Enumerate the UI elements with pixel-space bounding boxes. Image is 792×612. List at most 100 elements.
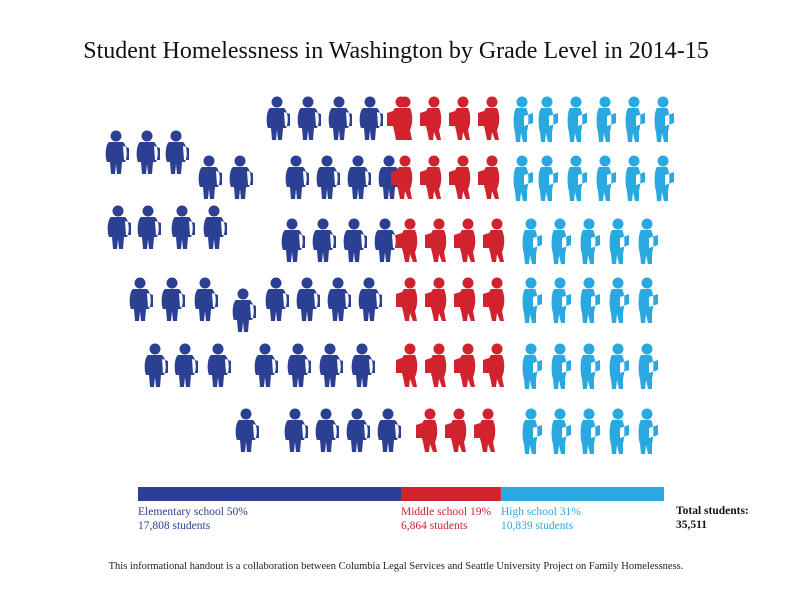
student-icon-elementary — [327, 277, 351, 321]
student-icon-middle — [391, 155, 413, 199]
label-elementary-count: 17,808 students — [138, 520, 211, 532]
student-icon-middle — [425, 277, 447, 321]
student-icon-elementary — [347, 155, 371, 199]
student-icon-high — [654, 155, 674, 201]
student-icon-high — [522, 408, 542, 454]
student-icon-elementary — [198, 155, 222, 199]
student-icon-middle — [454, 218, 476, 262]
label-middle: Middle school 19% 6,864 students — [401, 505, 491, 533]
student-icon-middle — [474, 408, 496, 452]
student-icon-high — [580, 408, 600, 454]
student-icon-elementary — [174, 343, 198, 387]
student-icon-elementary — [319, 343, 343, 387]
student-icon-middle — [416, 408, 438, 452]
student-icon-elementary — [287, 343, 311, 387]
student-icon-middle — [449, 155, 471, 199]
student-icon-high — [580, 343, 600, 389]
student-icon-high — [538, 96, 558, 142]
student-icon-middle — [483, 218, 505, 262]
student-icon-high — [609, 218, 629, 264]
student-icon-elementary — [203, 205, 227, 249]
student-icon-high — [638, 408, 658, 454]
student-icon-elementary — [266, 96, 290, 140]
student-icon-elementary — [315, 408, 339, 452]
student-icon-high — [609, 408, 629, 454]
student-icon-middle — [454, 343, 476, 387]
student-icon-high — [551, 218, 571, 264]
student-icon-map — [105, 96, 674, 454]
student-icon-elementary — [129, 277, 153, 321]
student-icon-high — [625, 155, 645, 201]
student-icon-high — [522, 343, 542, 389]
label-elementary-percent: Elementary school 50% — [138, 506, 248, 518]
bar-segment-middle-school — [401, 487, 501, 501]
student-icon-middle — [420, 155, 442, 199]
student-icon-elementary — [284, 408, 308, 452]
student-icon-high — [551, 408, 571, 454]
student-icon-elementary — [281, 218, 305, 262]
student-icon-middle — [483, 277, 505, 321]
total-students-label: Total students: — [676, 505, 749, 517]
student-icon-high — [638, 343, 658, 389]
student-icon-elementary — [328, 96, 352, 140]
student-icon-elementary — [165, 130, 189, 174]
student-icon-elementary — [343, 218, 367, 262]
student-icon-elementary — [144, 343, 168, 387]
student-icon-high — [538, 155, 558, 201]
student-icon-elementary — [297, 96, 321, 140]
label-high-percent: High school 31% — [500, 506, 581, 518]
label-high-count: 10,839 students — [500, 520, 574, 532]
label-middle-count: 6,864 students — [401, 520, 468, 532]
student-icon-elementary — [105, 130, 129, 174]
student-icon-high — [609, 277, 629, 323]
student-icon-elementary — [107, 205, 131, 249]
student-icon-high — [638, 218, 658, 264]
student-icon-elementary — [235, 408, 259, 452]
bar-segment-high-school — [500, 487, 664, 501]
total-students-value: 35,511 — [676, 519, 707, 531]
total-students: Total students: 35,511 — [676, 504, 749, 532]
footer-note: This informational handout is a collabor… — [108, 561, 684, 572]
label-middle-percent: Middle school 19% — [401, 506, 492, 518]
student-icon-elementary — [312, 218, 336, 262]
chart-title: Student Homelessness in Washington by Gr… — [83, 38, 709, 64]
student-icon-high — [625, 96, 645, 142]
student-icon-high — [654, 96, 674, 142]
student-icon-high — [551, 277, 571, 323]
student-icon-high — [513, 96, 533, 142]
bar-segment-elementary-school — [138, 487, 401, 501]
student-icon-middle — [425, 343, 447, 387]
student-icon-elementary — [346, 408, 370, 452]
student-icon-elementary — [377, 408, 401, 452]
student-icon-elementary — [359, 96, 383, 140]
student-icon-high — [522, 218, 542, 264]
student-icon-high — [567, 96, 587, 142]
student-icon-middle — [445, 408, 467, 452]
student-icon-elementary — [194, 277, 218, 321]
student-icon-high — [513, 155, 533, 201]
student-icon-elementary — [374, 218, 398, 262]
student-icon-elementary — [137, 205, 161, 249]
student-icon-middle — [483, 343, 505, 387]
student-icon-high — [596, 155, 616, 201]
student-icon-middle — [396, 277, 418, 321]
student-icon-elementary — [254, 343, 278, 387]
student-icon-high — [522, 277, 542, 323]
student-icon-high — [596, 96, 616, 142]
student-icon-elementary — [351, 343, 375, 387]
student-icon-middle — [449, 96, 471, 140]
student-icon-middle — [391, 96, 413, 140]
student-icon-middle — [396, 343, 418, 387]
student-icon-middle — [425, 218, 447, 262]
student-icon-elementary — [296, 277, 320, 321]
student-icon-high — [580, 277, 600, 323]
student-icon-elementary — [316, 155, 340, 199]
student-icon-elementary — [232, 288, 256, 332]
student-icon-high — [638, 277, 658, 323]
student-icon-middle — [420, 96, 442, 140]
label-elementary: Elementary school 50% 17,808 students — [138, 505, 248, 533]
student-icon-middle — [478, 96, 500, 140]
student-icon-elementary — [161, 277, 185, 321]
student-icon-elementary — [136, 130, 160, 174]
